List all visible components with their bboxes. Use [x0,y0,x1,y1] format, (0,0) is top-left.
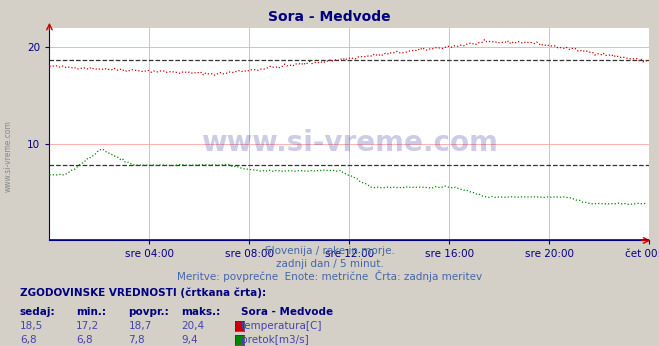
Text: Sora - Medvode: Sora - Medvode [241,307,333,317]
Text: Sora - Medvode: Sora - Medvode [268,10,391,24]
Text: 17,2: 17,2 [76,321,99,331]
Text: sedaj:: sedaj: [20,307,55,317]
Text: 7,8: 7,8 [129,335,145,345]
Text: www.si-vreme.com: www.si-vreme.com [3,120,13,192]
Text: povpr.:: povpr.: [129,307,169,317]
Text: 18,7: 18,7 [129,321,152,331]
Text: min.:: min.: [76,307,106,317]
Text: zadnji dan / 5 minut.: zadnji dan / 5 minut. [275,259,384,269]
Text: www.si-vreme.com: www.si-vreme.com [201,129,498,157]
Text: 18,5: 18,5 [20,321,43,331]
Text: pretok[m3/s]: pretok[m3/s] [241,335,308,345]
Text: Meritve: povprečne  Enote: metrične  Črta: zadnja meritev: Meritve: povprečne Enote: metrične Črta:… [177,270,482,282]
Text: 9,4: 9,4 [181,335,198,345]
Text: temperatura[C]: temperatura[C] [241,321,322,331]
Text: maks.:: maks.: [181,307,221,317]
Text: 6,8: 6,8 [20,335,36,345]
Text: Slovenija / reke in morje.: Slovenija / reke in morje. [264,246,395,256]
Text: 6,8: 6,8 [76,335,92,345]
Text: 20,4: 20,4 [181,321,204,331]
Text: ZGODOVINSKE VREDNOSTI (črtkana črta):: ZGODOVINSKE VREDNOSTI (črtkana črta): [20,287,266,298]
